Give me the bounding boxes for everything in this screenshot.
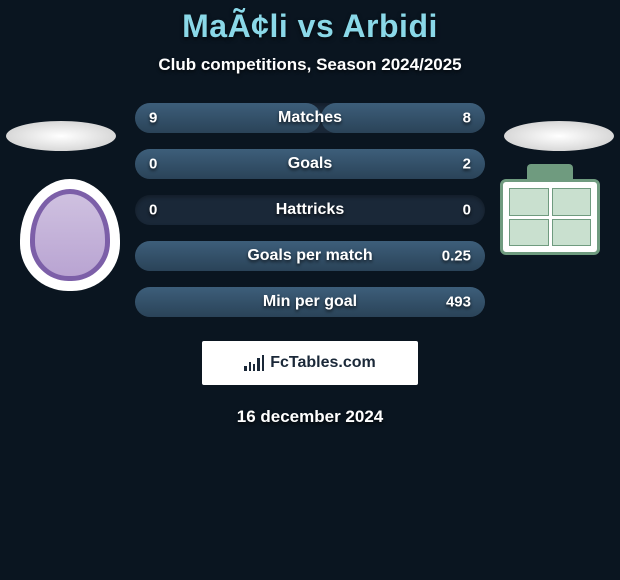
footer-date: 16 december 2024	[0, 407, 620, 427]
stat-row: Goals per match 0.25	[135, 241, 485, 271]
main-area: 9 Matches 8 0 Goals 2 0 Hattricks 0 Goals per mat…	[0, 103, 620, 427]
stat-row: 0 Goals 2	[135, 149, 485, 179]
page-subtitle: Club competitions, Season 2024/2025	[0, 55, 620, 75]
stat-row: 9 Matches 8	[135, 103, 485, 133]
team-crest-left	[20, 179, 120, 279]
bar-chart-icon	[244, 355, 264, 371]
team-crest-right	[500, 179, 600, 279]
shadow-ellipse-left	[6, 121, 116, 151]
stat-row: 0 Hattricks 0	[135, 195, 485, 225]
stat-value-right: 0.25	[442, 248, 471, 265]
brand-text: FcTables.com	[270, 354, 376, 372]
brand-badge[interactable]: FcTables.com	[202, 341, 418, 385]
stat-value-right: 0	[463, 202, 471, 219]
stat-fill-right	[321, 103, 486, 133]
stat-value-right: 8	[463, 110, 471, 127]
stat-value-right: 493	[446, 294, 471, 311]
crest-shield-icon	[20, 179, 120, 291]
stat-value-left: 9	[149, 110, 157, 127]
stat-label: Matches	[278, 109, 342, 127]
stats-list: 9 Matches 8 0 Goals 2 0 Hattricks 0 Goals per mat…	[135, 103, 485, 317]
stat-value-left: 0	[149, 156, 157, 173]
crest-emblem-icon	[500, 179, 600, 255]
page-title: MaÃ¢li vs Arbidi	[0, 8, 620, 45]
stat-label: Hattricks	[276, 201, 344, 219]
stat-value-left: 0	[149, 202, 157, 219]
stat-label: Goals per match	[247, 247, 372, 265]
shadow-ellipse-right	[504, 121, 614, 151]
stat-value-right: 2	[463, 156, 471, 173]
comparison-card: MaÃ¢li vs Arbidi Club competitions, Seas…	[0, 0, 620, 427]
stat-row: Min per goal 493	[135, 287, 485, 317]
stat-label: Goals	[288, 155, 332, 173]
stat-label: Min per goal	[263, 293, 357, 311]
